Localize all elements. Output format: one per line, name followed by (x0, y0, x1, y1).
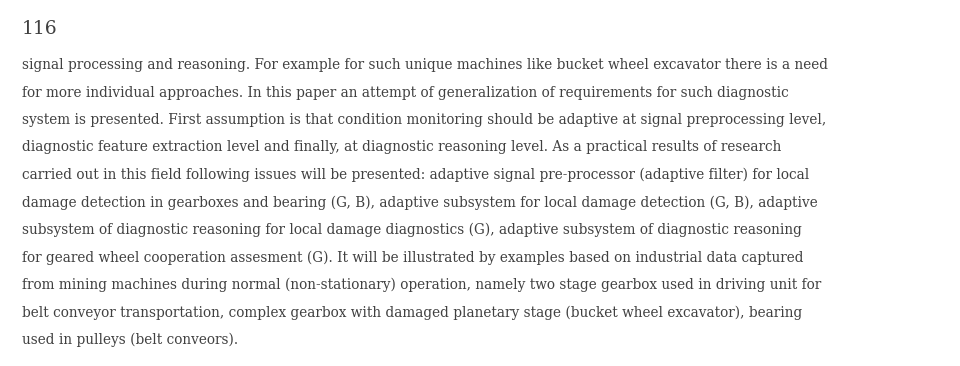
Text: for geared wheel cooperation assesment (G). It will be illustrated by examples b: for geared wheel cooperation assesment (… (22, 250, 804, 265)
Text: belt conveyor transportation, complex gearbox with damaged planetary stage (buck: belt conveyor transportation, complex ge… (22, 306, 803, 320)
Text: subsystem of diagnostic reasoning for local damage diagnostics (G), adaptive sub: subsystem of diagnostic reasoning for lo… (22, 223, 802, 238)
Text: signal processing and reasoning. For example for such unique machines like bucke: signal processing and reasoning. For exa… (22, 58, 828, 72)
Text: diagnostic feature extraction level and finally, at diagnostic reasoning level. : diagnostic feature extraction level and … (22, 141, 781, 154)
Text: damage detection in gearboxes and bearing (G, B), adaptive subsystem for local d: damage detection in gearboxes and bearin… (22, 195, 818, 210)
Text: system is presented. First assumption is that condition monitoring should be ada: system is presented. First assumption is… (22, 113, 827, 127)
Text: for more individual approaches. In this paper an attempt of generalization of re: for more individual approaches. In this … (22, 86, 789, 100)
Text: from mining machines during normal (non-stationary) operation, namely two stage : from mining machines during normal (non-… (22, 278, 821, 292)
Text: carried out in this field following issues will be presented: adaptive signal pr: carried out in this field following issu… (22, 168, 809, 182)
Text: 116: 116 (22, 20, 58, 38)
Text: used in pulleys (belt conveors).: used in pulleys (belt conveors). (22, 333, 238, 347)
